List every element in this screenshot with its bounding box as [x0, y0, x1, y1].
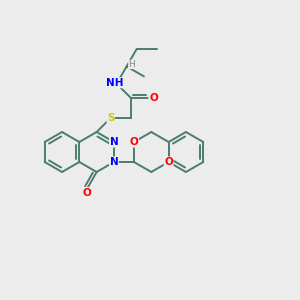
- Text: N: N: [110, 137, 118, 147]
- Text: S: S: [107, 113, 115, 123]
- Text: O: O: [130, 137, 138, 147]
- Text: N: N: [110, 157, 118, 167]
- Text: NH: NH: [106, 78, 123, 88]
- Text: H: H: [128, 60, 135, 69]
- Text: O: O: [164, 157, 173, 167]
- Text: O: O: [82, 188, 91, 198]
- Text: O: O: [149, 93, 158, 103]
